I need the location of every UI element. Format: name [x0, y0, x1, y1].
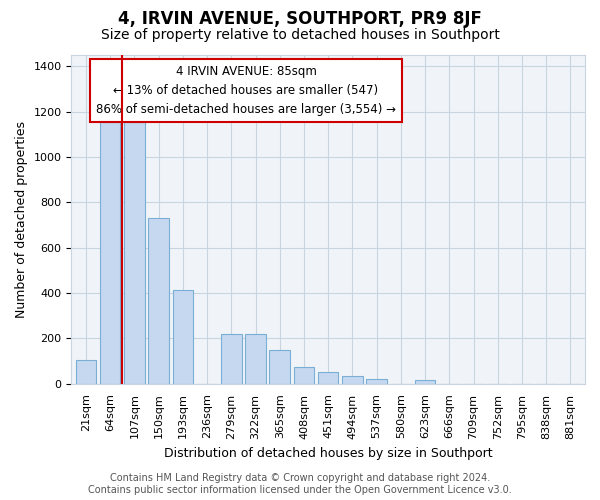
Bar — [76, 360, 96, 384]
Bar — [245, 334, 266, 384]
Text: 4, IRVIN AVENUE, SOUTHPORT, PR9 8JF: 4, IRVIN AVENUE, SOUTHPORT, PR9 8JF — [118, 10, 482, 28]
Bar — [100, 122, 121, 384]
Bar — [342, 376, 363, 384]
Bar — [269, 350, 290, 384]
Bar — [124, 122, 145, 384]
Bar — [148, 218, 169, 384]
X-axis label: Distribution of detached houses by size in Southport: Distribution of detached houses by size … — [164, 447, 493, 460]
Bar — [367, 380, 387, 384]
Text: Contains HM Land Registry data © Crown copyright and database right 2024.
Contai: Contains HM Land Registry data © Crown c… — [88, 474, 512, 495]
Bar — [415, 380, 436, 384]
Bar — [221, 334, 242, 384]
Bar — [318, 372, 338, 384]
Text: 4 IRVIN AVENUE: 85sqm
← 13% of detached houses are smaller (547)
86% of semi-det: 4 IRVIN AVENUE: 85sqm ← 13% of detached … — [96, 65, 396, 116]
Text: Size of property relative to detached houses in Southport: Size of property relative to detached ho… — [101, 28, 499, 42]
Y-axis label: Number of detached properties: Number of detached properties — [15, 121, 28, 318]
Bar — [173, 290, 193, 384]
Bar — [293, 368, 314, 384]
